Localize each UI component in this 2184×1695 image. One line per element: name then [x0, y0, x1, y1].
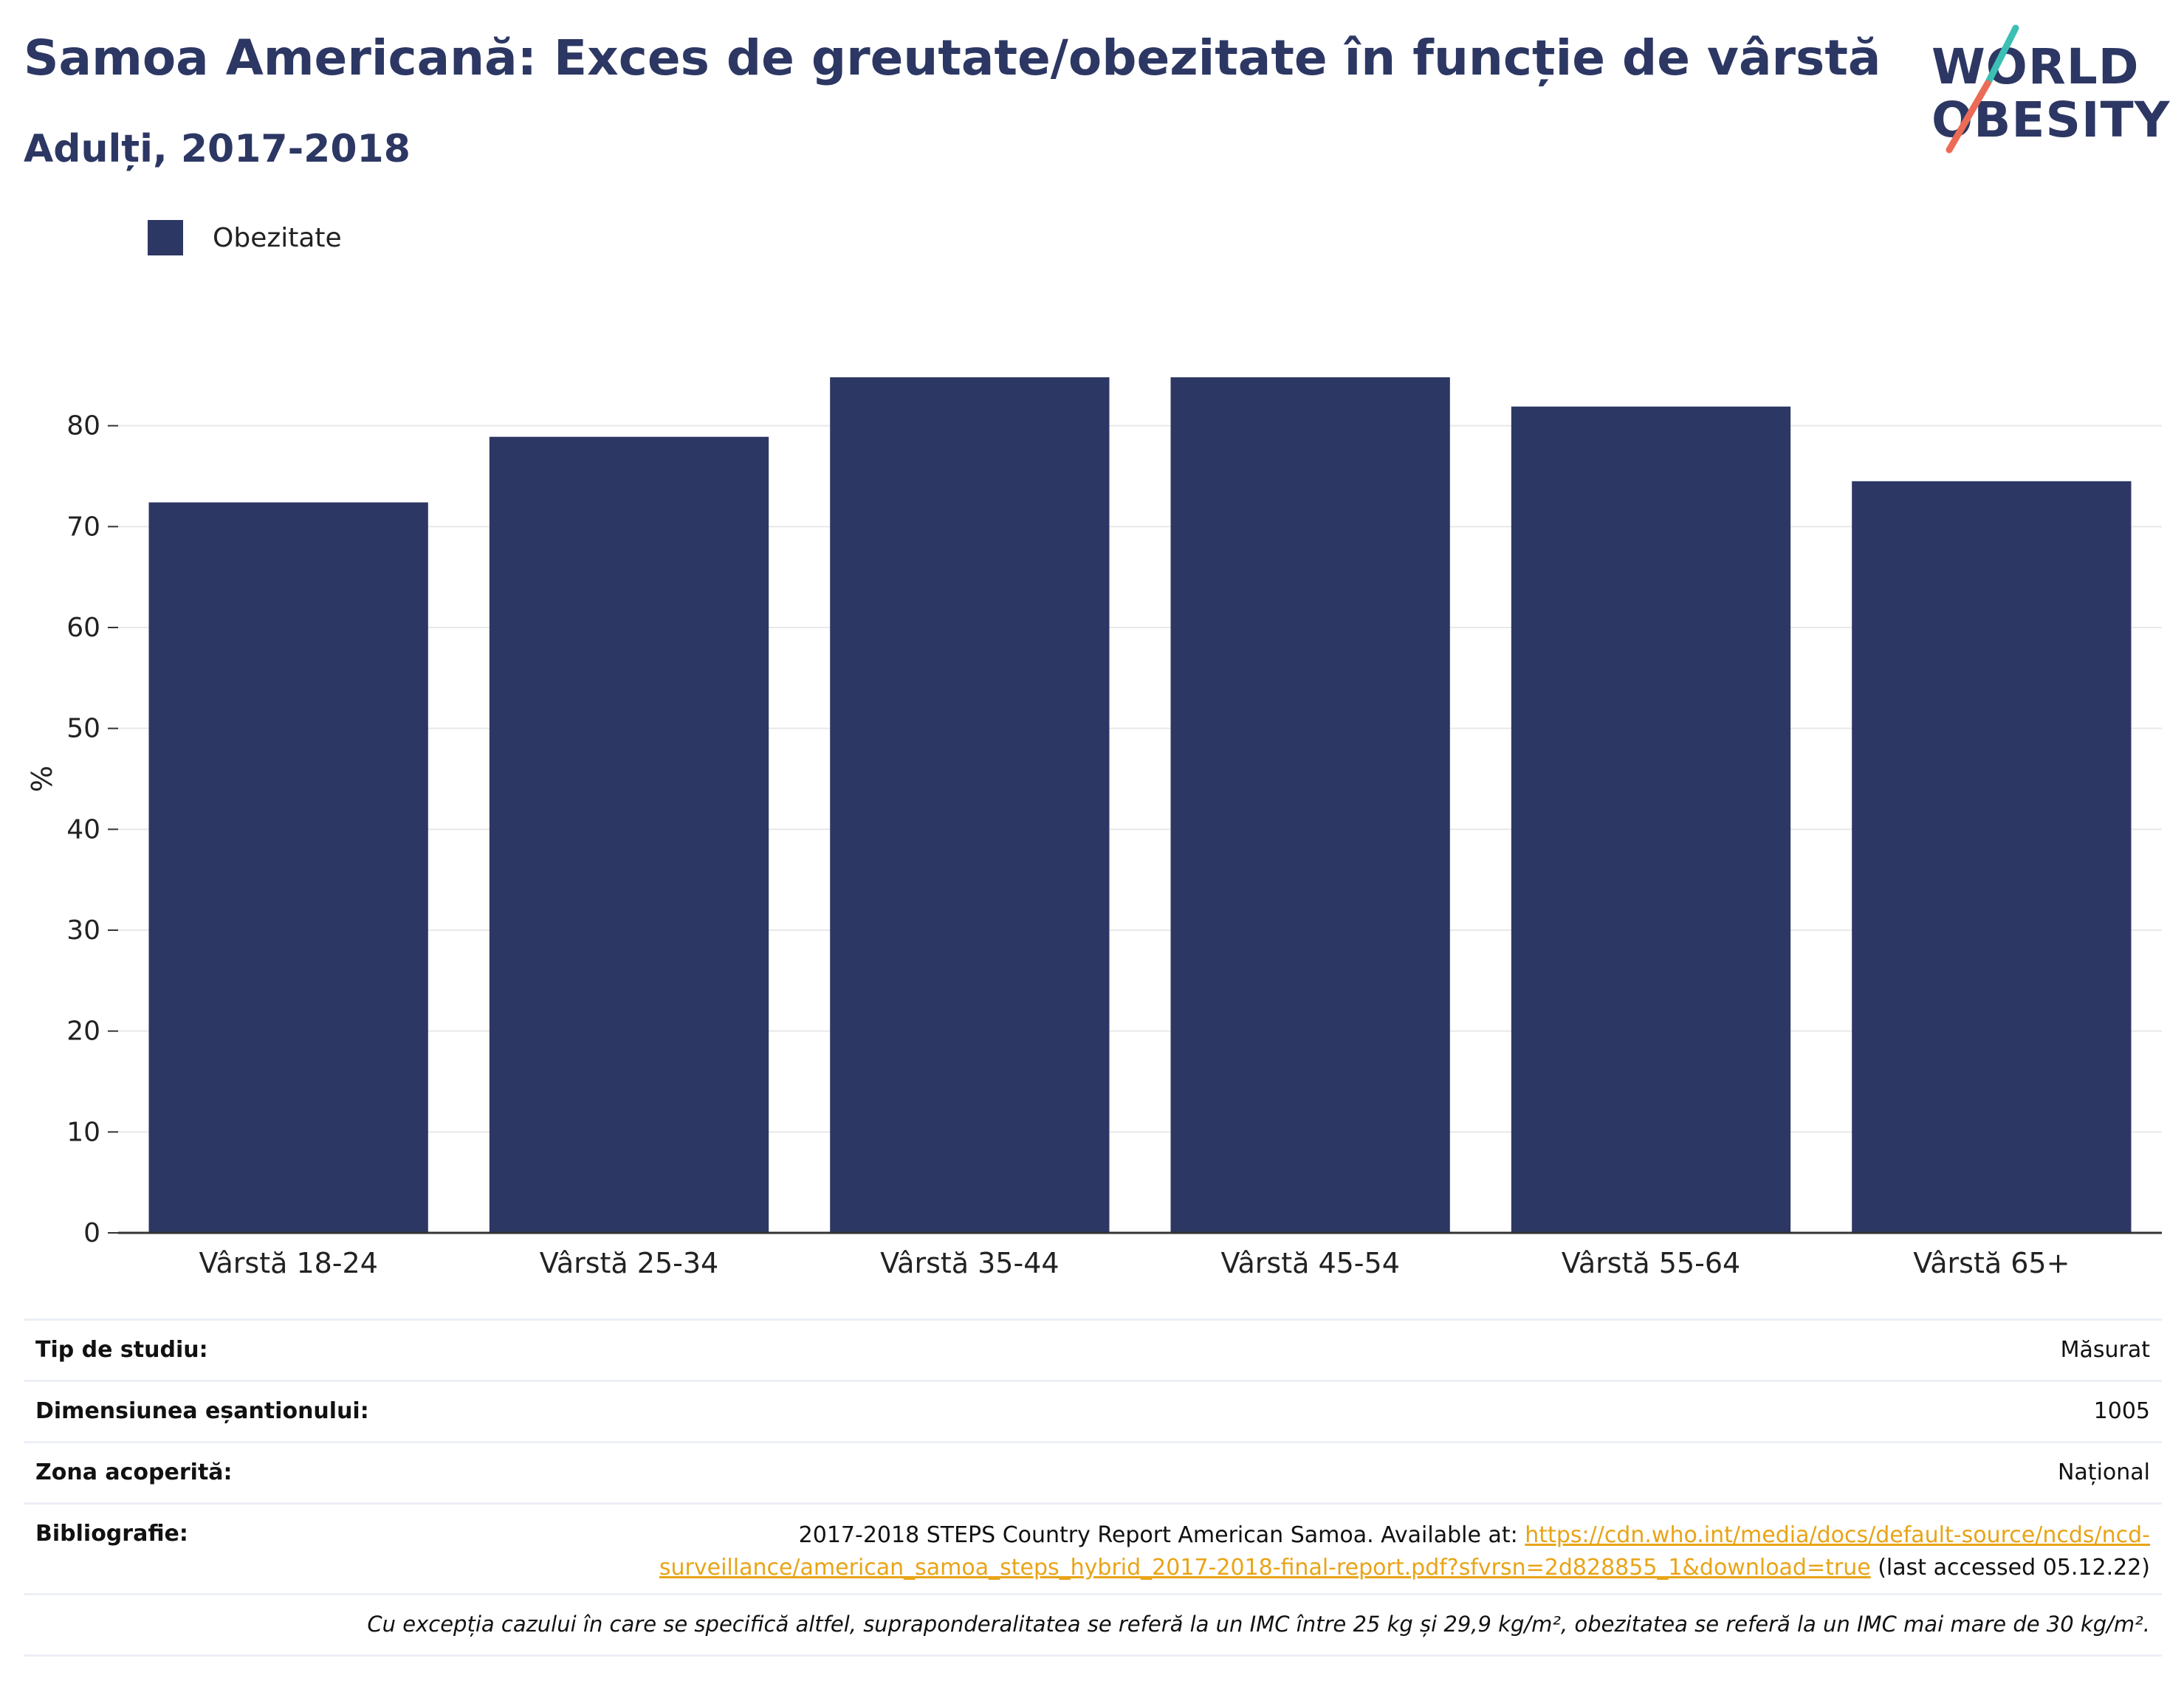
info-row-area-covered: Zona acoperită: Național [24, 1441, 2162, 1502]
y-tick-label: 80 [66, 411, 100, 441]
y-tick-label: 70 [66, 512, 100, 542]
info-table-bottom-border [24, 1654, 2162, 1657]
legend-swatch [148, 220, 183, 255]
bar [1511, 406, 1791, 1234]
y-tick-label: 10 [66, 1117, 100, 1147]
info-label: Zona acoperită: [35, 1460, 233, 1485]
bibliography-prefix: 2017-2018 STEPS Country Report American … [798, 1522, 1525, 1548]
x-tick-label: Vârstă 18-24 [199, 1247, 377, 1279]
info-label: Tip de studiu: [35, 1337, 208, 1363]
info-row-bibliography: Bibliografie: 2017-2018 STEPS Country Re… [24, 1502, 2162, 1593]
x-tick-label: Vârstă 65+ [1913, 1247, 2070, 1279]
bibliography-text: 2017-2018 STEPS Country Report American … [659, 1519, 2150, 1584]
x-tick-label: Vârstă 45-54 [1220, 1247, 1399, 1279]
info-label: Bibliografie: [35, 1521, 188, 1547]
bibliography-suffix: (last accessed 05.12.22) [1870, 1555, 2150, 1581]
info-row-study-type: Tip de studiu: Măsurat [24, 1318, 2162, 1380]
chart-title: Samoa Americană: Exces de greutate/obezi… [24, 30, 1881, 86]
y-tick-label: 0 [83, 1218, 100, 1248]
bar [1170, 377, 1450, 1234]
bibliography-link-continued[interactable]: surveillance/american_samoa_steps_hybrid… [659, 1555, 1871, 1581]
y-tick-label: 30 [66, 915, 100, 946]
bar [1852, 481, 2132, 1233]
x-tick-label: Vârstă 25-34 [540, 1247, 718, 1279]
world-obesity-logo: WORLD OBESITY [1920, 21, 2171, 161]
x-tick-label: Vârstă 35-44 [880, 1247, 1059, 1279]
bar [489, 436, 769, 1234]
info-table: Tip de studiu: Măsurat Dimensiunea eșant… [24, 1318, 2162, 1657]
info-row-sample-size: Dimensiunea eșantionului: 1005 [24, 1380, 2162, 1441]
logo-word-world: WORLD [1931, 38, 2140, 95]
logo-slash-icon [1946, 24, 2019, 154]
info-label: Dimensiunea eșantionului: [35, 1398, 369, 1424]
chart-subtitle: Adulți, 2017-2018 [24, 127, 411, 171]
info-value: Național [2057, 1460, 2150, 1485]
bar [148, 502, 428, 1233]
y-tick-label: 20 [66, 1017, 100, 1047]
y-tick-label: 60 [66, 613, 100, 643]
bar-chart: 0 10 20 30 40 50 60 70 80% Vârstă 18-24 Vârstă 25-… [26, 377, 2162, 1279]
legend-label: Obezitate [213, 222, 342, 253]
y-axis-label: % [26, 766, 58, 792]
logo-word-obesity: OBESITY [1931, 92, 2171, 148]
x-tick-label: Vârstă 55-64 [1562, 1247, 1740, 1279]
info-row-note: Cu excepția cazului în care se specifică… [24, 1593, 2162, 1654]
bibliography-link[interactable]: https://cdn.who.int/media/docs/default-s… [1525, 1522, 2150, 1548]
info-value: 1005 [2093, 1398, 2150, 1424]
bar [830, 377, 1110, 1234]
y-tick-label: 50 [66, 714, 100, 744]
definition-note: Cu excepția cazului în care se specifică… [367, 1612, 2150, 1637]
y-tick-label: 40 [66, 814, 100, 845]
info-value: Măsurat [2060, 1337, 2150, 1363]
chart-legend: Obezitate [148, 220, 342, 255]
